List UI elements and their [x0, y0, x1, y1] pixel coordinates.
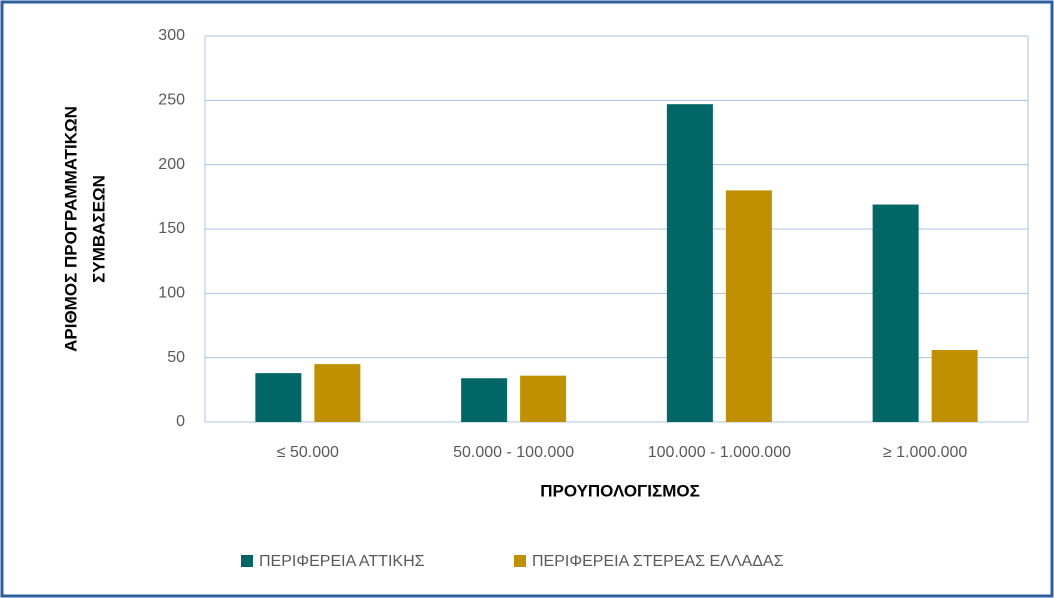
bar [725, 190, 772, 422]
y-tick-label: 150 [158, 220, 185, 237]
x-tick-label: ≤ 50.000 [277, 444, 339, 461]
bar [872, 204, 919, 422]
legend-label: ΠΕΡΙΦΕΡΕΙΑ ΣΤΕΡΕΑΣ ΕΛΛΑΔΑΣ [532, 553, 784, 570]
y-axis-title-line: ΑΡΙΘΜΟΣ ΠΡΟΓΡΑΜΜΑΤΙΚΩΝ [61, 106, 80, 352]
y-axis-title: ΑΡΙΘΜΟΣ ΠΡΟΓΡΑΜΜΑΤΙΚΩΝ ΣΥΜΒΑΣΕΩΝ [61, 106, 108, 352]
x-axis-title: ΠΡΟΥΠΟΛΟΓΙΣΜΟΣ [540, 481, 700, 500]
y-axis-title-line: ΣΥΜΒΑΣΕΩΝ [89, 175, 108, 283]
bar [931, 349, 978, 422]
y-tick-label: 200 [158, 156, 185, 173]
legend-swatch [514, 555, 526, 567]
bar [255, 373, 302, 422]
y-tick-label: 0 [176, 413, 185, 430]
y-tick-label: 300 [158, 27, 185, 44]
y-tick-label: 100 [158, 285, 185, 302]
x-tick-label: ≥ 1.000.000 [883, 444, 968, 461]
bar [314, 364, 361, 422]
bar [666, 104, 713, 423]
legend-label: ΠΕΡΙΦΕΡΕΙΑ ΑΤΤΙΚΗΣ [259, 553, 425, 570]
y-tick-label: 50 [167, 349, 185, 366]
bar [461, 378, 508, 422]
bar [520, 375, 567, 422]
y-tick-label: 250 [158, 92, 185, 109]
legend-swatch [241, 555, 253, 567]
x-tick-label: 100.000 - 1.000.000 [648, 444, 791, 461]
x-tick-label: 50.000 - 100.000 [453, 444, 574, 461]
